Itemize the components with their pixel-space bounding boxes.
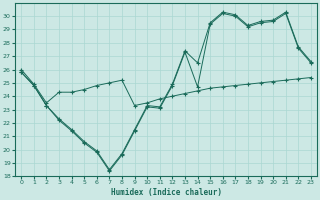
X-axis label: Humidex (Indice chaleur): Humidex (Indice chaleur) — [111, 188, 221, 197]
